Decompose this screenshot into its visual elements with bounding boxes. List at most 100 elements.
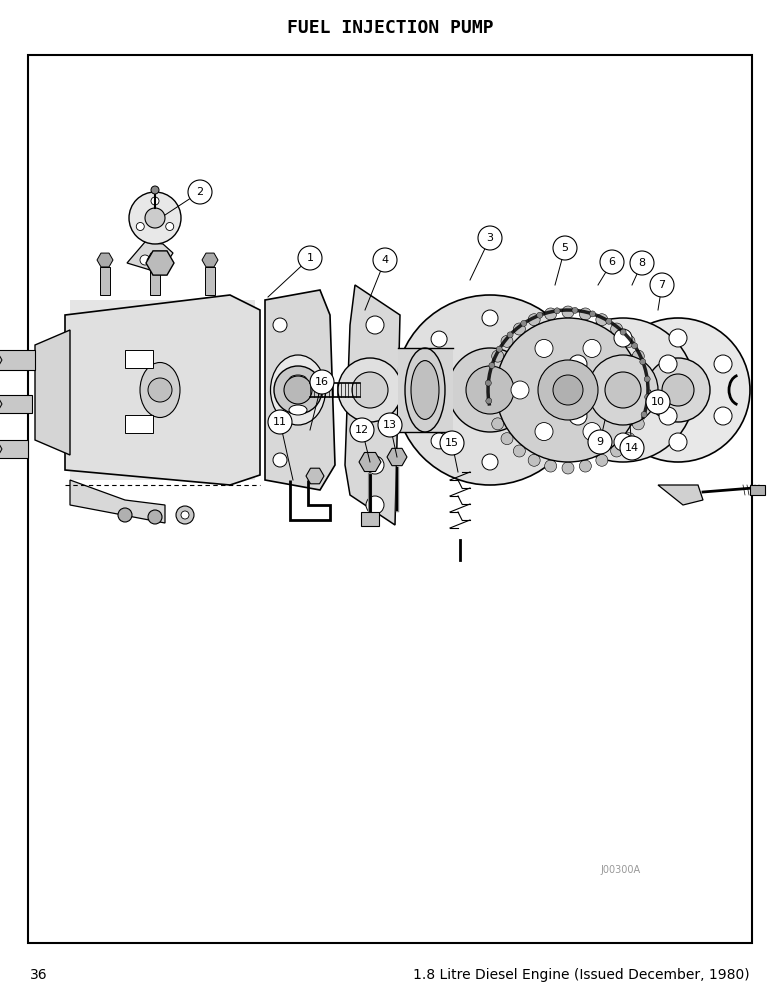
Circle shape	[501, 335, 513, 347]
Circle shape	[350, 418, 374, 442]
Circle shape	[528, 454, 541, 466]
Circle shape	[535, 339, 553, 357]
Text: 3: 3	[487, 233, 494, 243]
Circle shape	[624, 407, 642, 425]
Circle shape	[669, 329, 687, 347]
Bar	[70, 300, 255, 480]
Circle shape	[630, 251, 654, 275]
Circle shape	[623, 433, 635, 445]
Circle shape	[572, 307, 578, 313]
Circle shape	[148, 378, 172, 402]
Circle shape	[410, 382, 426, 398]
Circle shape	[273, 318, 287, 332]
Circle shape	[528, 314, 541, 326]
Text: 13: 13	[383, 420, 397, 430]
Circle shape	[640, 359, 646, 365]
Circle shape	[378, 413, 402, 437]
Bar	[100, 267, 110, 295]
Text: J00300A: J00300A	[600, 865, 640, 875]
Circle shape	[640, 384, 652, 396]
Bar	[28, 55, 752, 943]
Polygon shape	[0, 439, 2, 459]
Circle shape	[507, 332, 513, 338]
Circle shape	[395, 295, 585, 485]
Circle shape	[140, 255, 150, 265]
Circle shape	[440, 431, 464, 455]
Circle shape	[554, 308, 560, 314]
Polygon shape	[127, 242, 173, 273]
Circle shape	[338, 358, 402, 422]
Circle shape	[148, 510, 162, 524]
Text: 36: 36	[30, 968, 48, 982]
Polygon shape	[70, 480, 165, 523]
Text: 11: 11	[273, 417, 287, 427]
Circle shape	[448, 348, 532, 432]
Polygon shape	[345, 285, 400, 525]
Circle shape	[181, 511, 189, 519]
Circle shape	[511, 381, 529, 399]
Text: 9: 9	[597, 437, 604, 447]
Text: 5: 5	[562, 243, 569, 253]
Circle shape	[431, 331, 447, 347]
Circle shape	[482, 310, 498, 326]
Circle shape	[366, 496, 384, 514]
Circle shape	[714, 355, 732, 373]
Circle shape	[614, 433, 632, 451]
Circle shape	[553, 236, 577, 260]
Circle shape	[600, 250, 624, 274]
Circle shape	[624, 355, 642, 373]
Circle shape	[466, 366, 514, 414]
Circle shape	[491, 350, 504, 362]
Polygon shape	[658, 485, 703, 505]
Circle shape	[611, 445, 622, 457]
Circle shape	[644, 376, 651, 382]
Polygon shape	[387, 448, 407, 466]
Ellipse shape	[271, 355, 325, 425]
Circle shape	[544, 308, 557, 320]
Circle shape	[284, 376, 312, 404]
Polygon shape	[0, 350, 2, 370]
Polygon shape	[359, 452, 381, 472]
Circle shape	[501, 433, 513, 445]
Circle shape	[641, 412, 647, 418]
Circle shape	[513, 323, 526, 335]
Circle shape	[165, 223, 174, 231]
Circle shape	[614, 329, 632, 347]
Circle shape	[129, 192, 181, 244]
Text: 14: 14	[625, 443, 639, 453]
Circle shape	[569, 355, 587, 373]
Circle shape	[352, 372, 388, 408]
Circle shape	[533, 331, 549, 347]
Polygon shape	[202, 253, 218, 267]
Circle shape	[659, 407, 677, 425]
Circle shape	[562, 306, 574, 318]
Polygon shape	[147, 253, 163, 267]
Circle shape	[158, 258, 168, 268]
Circle shape	[533, 433, 549, 449]
Bar	[398, 348, 452, 432]
Text: 10: 10	[651, 397, 665, 407]
Polygon shape	[35, 330, 70, 455]
Circle shape	[623, 335, 635, 347]
Circle shape	[646, 358, 710, 422]
Text: 1.8 Litre Diesel Engine (Issued December, 1980): 1.8 Litre Diesel Engine (Issued December…	[413, 968, 750, 982]
Bar	[0, 440, 28, 458]
Circle shape	[644, 394, 651, 400]
Circle shape	[606, 318, 750, 462]
Text: 1: 1	[307, 253, 314, 263]
Ellipse shape	[289, 375, 307, 385]
Circle shape	[580, 460, 591, 472]
Circle shape	[553, 375, 583, 405]
Text: 12: 12	[355, 425, 369, 435]
Circle shape	[298, 246, 322, 270]
Ellipse shape	[140, 362, 180, 418]
Circle shape	[632, 343, 637, 349]
Circle shape	[596, 314, 608, 326]
Bar	[205, 267, 215, 295]
Circle shape	[486, 398, 492, 404]
Circle shape	[551, 318, 695, 462]
Circle shape	[607, 381, 625, 399]
Circle shape	[537, 312, 543, 318]
Circle shape	[554, 382, 570, 398]
Text: 15: 15	[445, 438, 459, 448]
